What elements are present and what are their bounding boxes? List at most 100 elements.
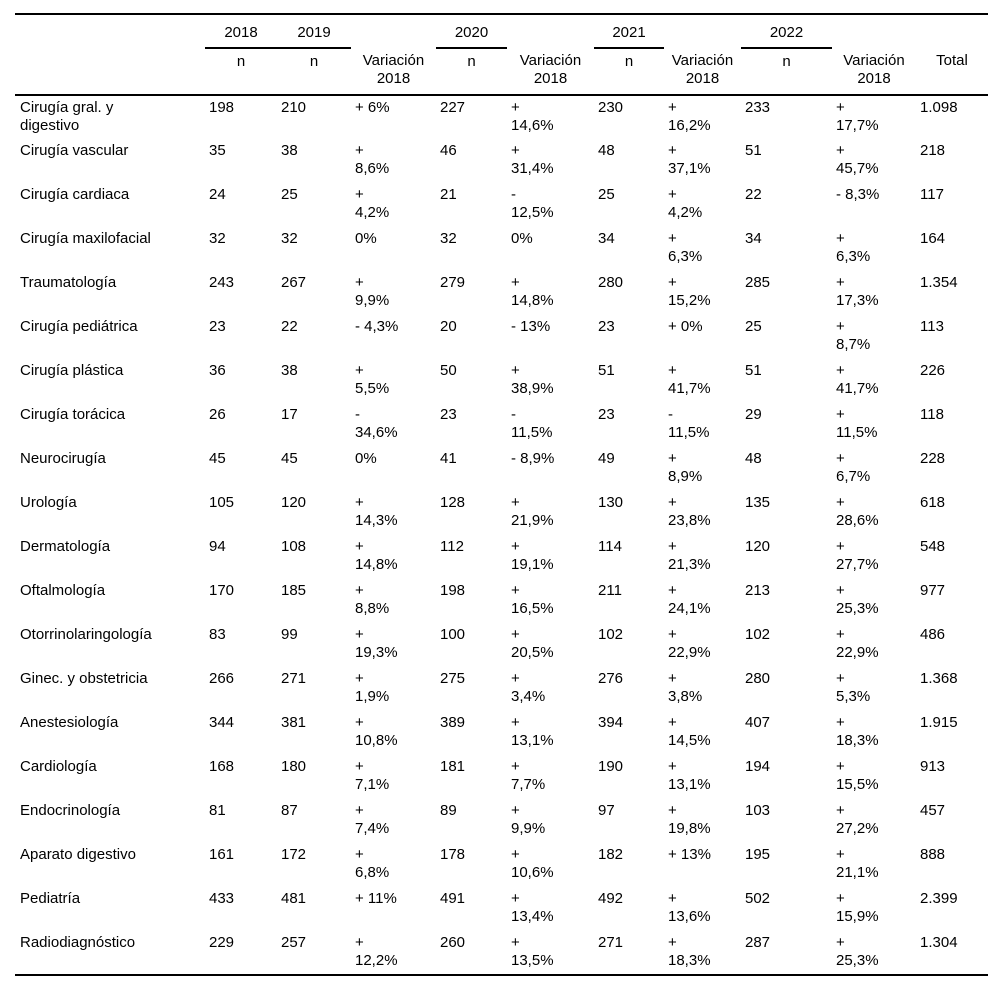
variacion-cell: + 4,2% [664,183,741,227]
n-cell: 22 [281,318,298,335]
variacion-cell: + 1,9% [351,667,436,711]
variacion-cell: + 19,1% [507,535,594,579]
specialty-label: Cirugía cardiaca [15,183,205,227]
specialty-label-text: Endocrinología [20,802,121,819]
total-cell: 888 [920,846,946,863]
variacion-cell: + 13,5% [507,931,594,975]
variacion-value: + 14,5% [668,714,711,749]
variacion-value: + 8,9% [668,450,703,485]
variacion-value: + 15,2% [668,274,711,309]
n-cell: 120 [281,494,307,511]
specialty-label: Radiodiagnóstico [15,931,205,975]
year-header-2021: 2021 [594,14,664,49]
variacion-value: + 6% [355,99,390,116]
variacion-value: + 3,4% [511,670,546,705]
variacion-cell: + 13,1% [664,755,741,799]
specialty-label: Cirugía maxilofacial [15,227,205,271]
specialty-label-text: Traumatología [20,274,117,291]
n-cell: 45 [281,450,298,467]
header-spacer [832,14,916,48]
n-cell: 210 [281,99,307,116]
header-spacer [351,14,436,48]
n-cell: 23 [440,406,457,423]
variacion-value: + 7,7% [511,758,546,793]
specialty-label: Traumatología [15,271,205,315]
table-row: Anestesiología 344 381 + 10,8% 389 + 13,1% 394… [15,711,988,755]
variacion-value: + 14,6% [511,99,554,134]
total-cell: 113 [920,318,944,335]
n-cell: 178 [440,846,466,863]
n-cell: 38 [281,362,298,379]
n-cell: 34 [598,230,615,247]
variacion-value: + 11% [355,890,397,907]
n-cell: 23 [598,318,615,335]
n-cell: 271 [598,934,624,951]
variacion-value: + 14,8% [511,274,554,309]
n-cell: 266 [209,670,235,687]
n-cell: 182 [598,846,624,863]
total-cell: 118 [920,406,944,423]
n-cell: 81 [209,802,226,819]
specialty-label: Endocrinología [15,799,205,843]
variacion-cell: + 41,7% [664,359,741,403]
variacion-value: + 41,7% [836,362,879,397]
n-cell: 83 [209,626,226,643]
table-row: Cirugía vascular 35 38 + 8,6% 46 + 31,4% 48 + 3… [15,139,988,183]
n-cell: 198 [440,582,466,599]
variacion-value: + 21,3% [668,538,711,573]
variacion-value: + 11,5% [836,406,878,441]
variacion-cell: + 7,4% [351,799,436,843]
table-row: Pediatría 433 481 + 11% 491 + 13,4% 492 + 13,6%… [15,887,988,931]
variacion-value: + 22,9% [836,626,879,661]
n-cell: 24 [209,186,226,203]
variacion-value: + 6,7% [836,450,871,485]
n-cell: 112 [440,538,464,555]
variacion-cell: + 8,9% [664,447,741,491]
variacion-value: + 13,1% [511,714,554,749]
variacion-value: + 0% [668,318,703,335]
n-cell: 26 [209,406,226,423]
n-cell: 213 [745,582,771,599]
n-cell: 433 [209,890,235,907]
table-row: Radiodiagnóstico 229 257 + 12,2% 260 + 13,5% 2… [15,931,988,975]
variacion-cell: + 14,8% [507,271,594,315]
specialty-label-text: Neurocirugía [20,450,106,467]
table-row: Cirugía plástica 36 38 + 5,5% 50 + 38,9% 51 + 4… [15,359,988,403]
n-cell: 32 [281,230,298,247]
variacion-cell: + 4,2% [351,183,436,227]
specialty-label: Anestesiología [15,711,205,755]
n-cell: 102 [745,626,771,643]
specialty-label-text: Urología [20,494,77,511]
variacion-value: + 14,8% [355,538,398,573]
n-cell: 35 [209,142,226,159]
variacion-value: - 8,9% [511,450,555,467]
specialty-label-text: Cardiología [20,758,97,775]
variacion-cell: + 21,1% [832,843,916,887]
n-cell: 233 [745,99,771,116]
variacion-cell: - 13% [507,315,594,359]
variacion-cell: - 4,3% [351,315,436,359]
specialty-label: Cirugía plástica [15,359,205,403]
variacion-value: + 10,8% [355,714,398,749]
variacion-cell: - 12,5% [507,183,594,227]
total-header: Total [916,48,988,96]
variacion-value: + 17,7% [836,99,879,134]
variacion-value: + 16,5% [511,582,554,617]
n-cell: 227 [440,99,466,116]
variacion-value: 0% [355,230,377,247]
n-header-2022: n [741,48,832,96]
variacion-cell: + 10,8% [351,711,436,755]
variacion-value: + 27,7% [836,538,879,573]
specialty-label-text: Cirugía pediátrica [20,318,138,335]
total-cell: 618 [920,494,946,511]
variacion-cell: + 10,6% [507,843,594,887]
variacion-cell: + 37,1% [664,139,741,183]
variacion-cell: + 5,5% [351,359,436,403]
variacion-cell: + 16,2% [664,95,741,139]
total-cell: 486 [920,626,946,643]
specialty-label-text: Aparato digestivo [20,846,136,863]
total-cell: 913 [920,758,946,775]
variacion-cell: + 16,5% [507,579,594,623]
variacion-cell: + 13,1% [507,711,594,755]
variacion-cell: + 7,7% [507,755,594,799]
